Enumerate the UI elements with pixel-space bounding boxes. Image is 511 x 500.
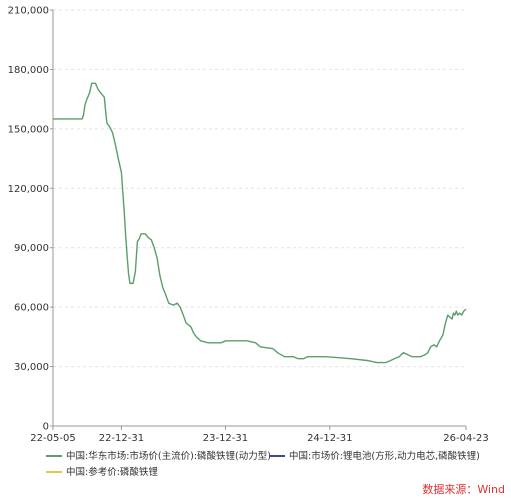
data-source-label: 数据来源：Wind [422, 482, 505, 496]
x-tick-label: 22-12-31 [99, 433, 144, 444]
plot-area [53, 82, 467, 364]
y-tick-label: 120,000 [8, 184, 49, 195]
x-tick-label: 24-12-31 [307, 433, 352, 444]
x-tick-label: 22-05-05 [30, 433, 75, 444]
legend-label-2: 中国:参考价:磷酸铁锂 [66, 466, 158, 478]
x-tick-label: 26-04-23 [443, 433, 488, 444]
legend-label-0: 中国:华东市场:市场价(主流价):磷酸铁锂(动力型) [66, 450, 271, 462]
y-tick-label: 30,000 [14, 362, 49, 373]
y-tick-label: 90,000 [14, 243, 49, 254]
legend: 中国:华东市场:市场价(主流价):磷酸铁锂(动力型) 中国:市场价:锂电池(方形,… [46, 450, 480, 478]
y-tick-label: 150,000 [8, 124, 49, 135]
grid-lines [53, 9, 466, 368]
series-line-0 [53, 82, 467, 364]
y-tick-label: 60,000 [14, 303, 49, 314]
legend-label-1: 中国:市场价:锂电池(方形,动力电芯,磷酸铁锂) [289, 450, 480, 462]
x-tick-label: 23-12-31 [203, 433, 248, 444]
y-tick-label: 210,000 [8, 6, 49, 17]
y-tick-label: 180,000 [8, 65, 49, 76]
y-tick-label: 0 [43, 422, 49, 433]
x-axis: 22-05-05 22-12-31 23-12-31 24-12-31 26-04-23 [30, 425, 489, 444]
y-axis: 0 30,000 60,000 90,000 120,000 150,000 180,000… [8, 6, 54, 433]
